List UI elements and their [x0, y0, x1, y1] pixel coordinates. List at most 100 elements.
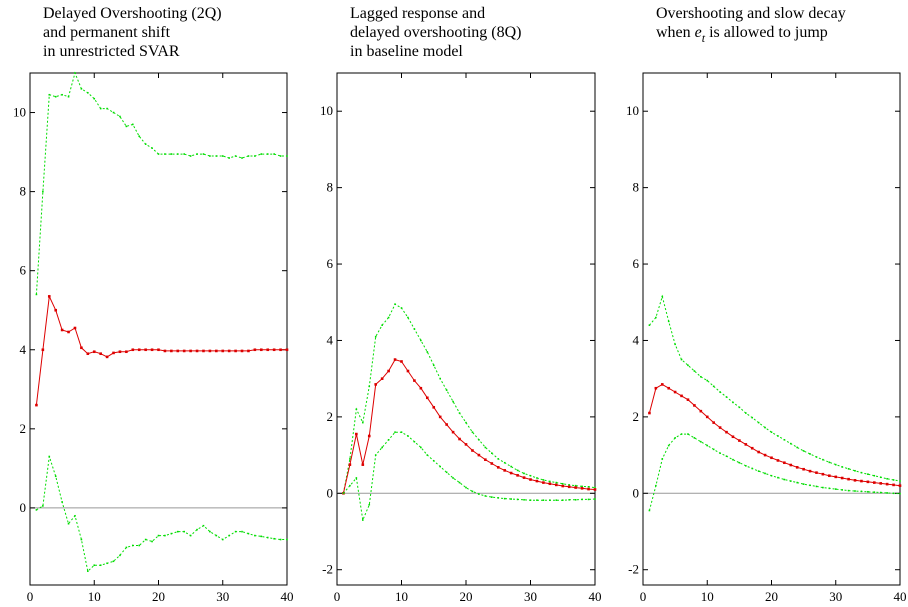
point	[535, 479, 539, 483]
point	[394, 303, 396, 305]
point	[61, 501, 63, 503]
y-tick-label: 6	[327, 256, 334, 271]
point	[580, 487, 584, 490]
series-line	[648, 433, 901, 511]
x-tick-label: 40	[589, 589, 602, 604]
point	[561, 499, 564, 501]
point	[899, 480, 901, 482]
point	[815, 471, 818, 474]
x-tick-label: 10	[88, 589, 101, 604]
point	[215, 155, 218, 157]
point	[706, 379, 709, 382]
y-tick-label: 2	[633, 409, 640, 424]
point	[802, 483, 805, 485]
point	[73, 326, 77, 330]
point	[561, 484, 565, 488]
x-tick-label: 40	[281, 589, 294, 604]
point	[471, 431, 474, 433]
point	[568, 498, 570, 501]
point	[151, 540, 153, 543]
point	[266, 536, 269, 539]
point	[496, 466, 500, 469]
point	[406, 369, 410, 373]
x-tick-label: 10	[395, 589, 408, 604]
point	[655, 484, 657, 487]
point	[802, 467, 805, 471]
point	[796, 481, 798, 484]
point	[510, 465, 512, 468]
point	[841, 489, 843, 491]
point	[757, 450, 760, 454]
point	[227, 349, 231, 353]
y-tick-label: 2	[20, 421, 27, 436]
point	[821, 472, 825, 476]
point	[873, 481, 876, 484]
point	[673, 390, 677, 394]
series-line	[648, 383, 901, 487]
point	[189, 534, 192, 537]
point	[125, 125, 128, 128]
point	[176, 530, 179, 533]
y-tick-label: 4	[20, 342, 27, 357]
series-line	[35, 71, 287, 295]
point	[74, 72, 76, 74]
point	[254, 534, 256, 537]
point	[176, 153, 179, 155]
point	[253, 348, 257, 352]
point	[712, 385, 715, 388]
point	[854, 490, 856, 492]
point	[241, 530, 243, 533]
point	[866, 480, 870, 484]
point	[873, 491, 876, 493]
point	[732, 401, 734, 404]
point	[260, 535, 263, 538]
chart-title: delayed overshooting (8Q)	[350, 24, 522, 41]
point	[700, 440, 702, 443]
point	[195, 349, 199, 353]
point	[478, 439, 480, 441]
point	[854, 469, 856, 472]
point	[54, 475, 57, 478]
point	[86, 352, 90, 356]
point	[491, 452, 493, 454]
point	[35, 403, 38, 407]
point	[240, 349, 244, 353]
point	[860, 490, 863, 493]
point	[542, 499, 545, 501]
point	[777, 435, 779, 437]
point	[892, 492, 895, 495]
point	[355, 408, 358, 411]
point	[661, 458, 664, 460]
point	[112, 351, 115, 355]
point	[587, 486, 590, 488]
point	[763, 453, 767, 457]
y-tick-label: 4	[633, 332, 640, 347]
series-line	[649, 294, 901, 482]
point	[119, 115, 121, 118]
point	[841, 466, 843, 468]
point	[522, 476, 526, 479]
x-tick-label: 10	[701, 589, 714, 604]
chart-title: Delayed Overshooting (2Q)	[43, 5, 222, 22]
x-tick-label: 0	[640, 589, 647, 604]
y-tick-label: 10	[13, 105, 26, 120]
point	[67, 330, 70, 334]
point	[93, 97, 96, 100]
series-line	[343, 431, 596, 522]
point	[48, 455, 51, 458]
chart-title: when et is allowed to jump	[656, 24, 828, 45]
point	[693, 437, 696, 439]
point	[387, 316, 390, 319]
point	[260, 153, 263, 155]
point	[157, 534, 160, 537]
point	[228, 534, 230, 537]
point	[738, 439, 741, 442]
point	[118, 350, 122, 354]
point	[119, 554, 121, 557]
point	[80, 346, 83, 350]
point	[407, 435, 409, 437]
point	[725, 430, 728, 434]
point	[381, 324, 383, 326]
point	[439, 377, 441, 380]
point	[400, 431, 403, 433]
